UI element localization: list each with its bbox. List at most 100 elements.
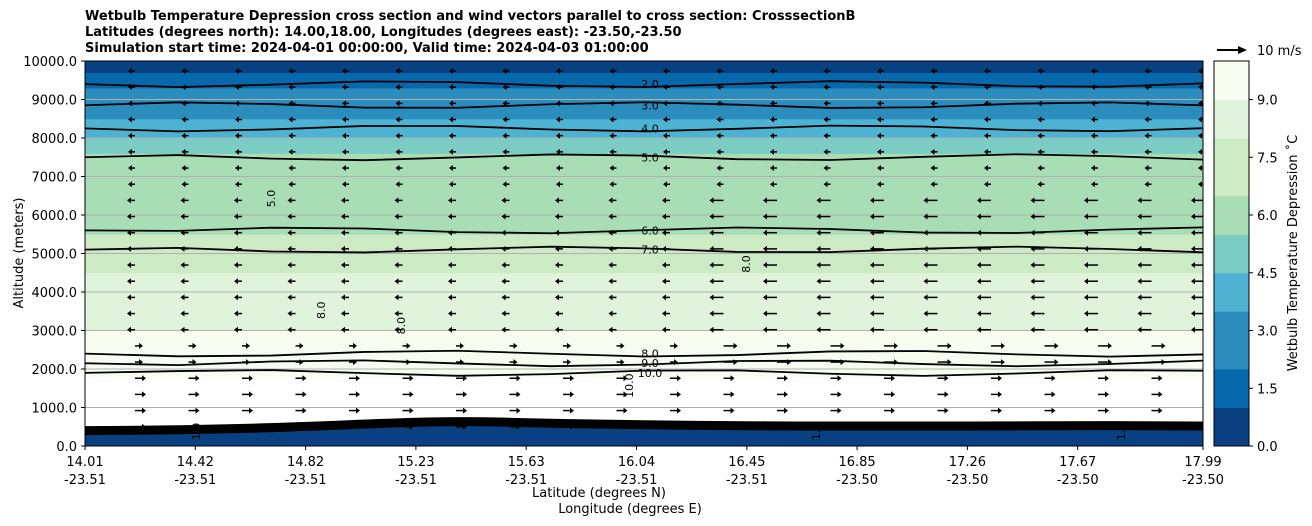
wind-vector-head — [341, 278, 345, 285]
wind-vector-head — [923, 262, 928, 269]
wind-vector-head — [394, 245, 399, 252]
wind-vector-head — [394, 326, 399, 333]
wind-vector-head — [341, 213, 345, 220]
wind-vector-head — [816, 245, 821, 252]
wind-vector-head — [287, 245, 292, 252]
x-tick-label-lon: -23.51 — [285, 473, 327, 488]
contour-line — [85, 369, 1203, 377]
wind-vector-head — [663, 181, 667, 188]
wind-vector-head — [142, 391, 146, 398]
wind-vector-head — [716, 84, 721, 91]
colorbar-segment — [1214, 253, 1249, 274]
wind-vector-head — [984, 132, 988, 139]
x-tick-label-lat: 16.85 — [838, 455, 875, 470]
colorbar-segment — [1214, 157, 1249, 177]
wind-vector-head — [784, 391, 788, 398]
x-tick-label-lat: 14.01 — [66, 455, 103, 470]
wind-vector-head — [180, 278, 185, 285]
wind-vector-head — [449, 68, 453, 75]
wind-vector-head — [449, 148, 453, 155]
wind-vector-head — [623, 407, 628, 414]
wind-vector-head — [1144, 116, 1149, 123]
wind-vector-head — [733, 342, 738, 349]
contour-line — [85, 124, 1203, 133]
wind-vector-head — [816, 197, 821, 204]
wind-vector-head — [395, 116, 400, 123]
y-tick-label: 4000.0 — [32, 286, 78, 301]
wind-vector-head — [449, 100, 453, 107]
wind-vector-head — [877, 100, 881, 107]
wind-vector-head — [1144, 148, 1149, 155]
wind-vector-head — [555, 326, 559, 333]
wind-vector-head — [977, 197, 981, 204]
wind-vector-head — [395, 132, 400, 139]
contour-label: 9.0 — [641, 357, 659, 370]
wind-vector-head — [677, 407, 681, 414]
wind-vector-head — [1030, 213, 1035, 220]
wind-vector-head — [840, 342, 845, 349]
wind-vector-head — [127, 213, 131, 220]
wind-vector-head — [930, 148, 935, 155]
wind-vector-head — [877, 84, 881, 91]
wind-vector-head — [947, 359, 952, 366]
depression-band — [85, 272, 1203, 331]
wind-vector-head — [1105, 375, 1109, 382]
wind-vector-head — [816, 326, 821, 333]
wind-vector-head — [620, 359, 625, 366]
wind-vector-head — [556, 116, 560, 123]
colorbar-tick-label: 1.5 — [1257, 382, 1278, 397]
chart-title-line-2: Latitudes (degrees north): 14.00,18.00, … — [85, 25, 682, 40]
wind-vector-head — [1198, 116, 1202, 123]
y-tick-label: 3000.0 — [32, 325, 78, 340]
wind-vector-head — [620, 342, 625, 349]
wind-vector-head — [234, 197, 238, 204]
wind-vector-head — [181, 132, 186, 139]
wind-vector-head — [1084, 262, 1088, 269]
wind-vector-head — [288, 132, 293, 139]
wind-vector-head — [1191, 310, 1195, 317]
wind-vector-head — [1191, 326, 1195, 333]
plot-area: 2.03.04.05.06.07.08.09.010.05.08.08.08.0… — [85, 61, 1203, 446]
wind-vector-head — [662, 294, 666, 301]
wind-vector-head — [837, 391, 842, 398]
wind-vector-head — [1084, 326, 1088, 333]
wind-vector-head — [816, 278, 821, 285]
wind-vector-head — [181, 165, 186, 172]
wind-vector-head — [1158, 375, 1163, 382]
wind-vector-head — [977, 278, 981, 285]
wind-vector-head — [1001, 359, 1005, 366]
wind-vector-head — [977, 294, 981, 301]
contour-label: 3.0 — [641, 99, 659, 112]
wind-vector-head — [341, 229, 345, 236]
wind-vector-head — [501, 278, 506, 285]
wind-vector-head — [870, 310, 874, 317]
wind-vector-head — [555, 294, 559, 301]
wind-vector-head — [662, 213, 666, 220]
wind-vector-head — [449, 165, 453, 172]
wind-vector-head — [502, 165, 507, 172]
wind-vector-head — [195, 375, 200, 382]
contour-line — [85, 349, 1203, 358]
wind-vector-head — [663, 148, 667, 155]
wind-vector-head — [555, 278, 559, 285]
wind-vector-head — [128, 148, 132, 155]
wind-vector-head — [1158, 391, 1163, 398]
y-axis: 0.0 1000.0 2000.0 3000.0 4000.0 5000.0 6000.0 7… — [23, 55, 85, 455]
wind-vector-head — [1191, 245, 1195, 252]
wind-vector-head — [463, 407, 467, 414]
wind-vector-head — [127, 294, 131, 301]
wind-vector-head — [1198, 148, 1202, 155]
wind-vector-head — [555, 310, 559, 317]
wind-vector-head — [555, 197, 559, 204]
wind-vector-head — [449, 181, 453, 188]
wind-vector-head — [1091, 148, 1095, 155]
wind-vector-head — [341, 326, 345, 333]
wind-vector-head — [677, 375, 681, 382]
wind-vector-head — [1137, 294, 1142, 301]
colorbar-tick-label: 7.5 — [1257, 151, 1278, 166]
chart-title-line-3: Simulation start time: 2024-04-01 00:00:… — [85, 41, 649, 56]
wind-vector-head — [870, 213, 874, 220]
wind-vector-head — [984, 148, 988, 155]
wind-vector-head — [877, 148, 881, 155]
wind-vector-head — [1030, 278, 1035, 285]
